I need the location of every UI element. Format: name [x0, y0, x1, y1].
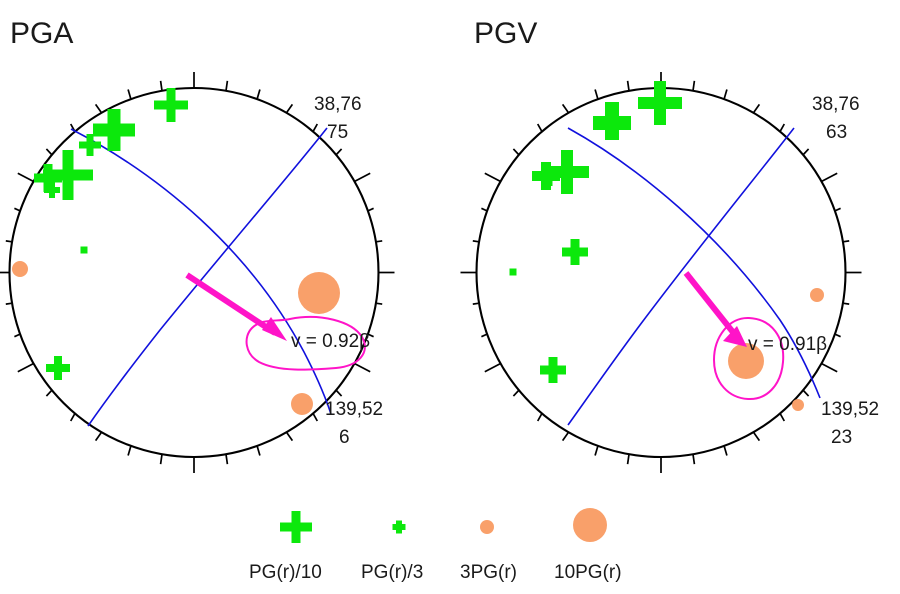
rupture-arrow-shaft-pgv — [683, 271, 739, 338]
rupture-arrow-head-pga — [262, 317, 287, 341]
nodal-plane-1-pgv — [567, 127, 821, 399]
focal-sphere-pga[interactable]: 38,76 75 139,52 6 v = 0.92β — [0, 72, 395, 473]
plane2-strike-dip-label-pga: 139,52 — [325, 399, 383, 420]
legend-label-3: 10PG(r) — [554, 562, 622, 583]
directivity-contour-pgv — [712, 316, 785, 401]
azimuth-ticks-pgv — [460, 72, 862, 473]
plane1-strike-dip-label-pgv: 38,76 — [812, 94, 860, 115]
nodal-plane-2-pga — [87, 127, 328, 427]
rupture-velocity-label-pga: v = 0.92β — [291, 331, 370, 352]
legend-symbol-plus-large — [280, 511, 312, 543]
plane2-rake-label-pgv: 23 — [831, 427, 852, 448]
plane1-strike-dip-label-pga: 38,76 — [314, 94, 362, 115]
directivity-contour-pga — [245, 316, 366, 371]
rupture-arrow-shaft-pga — [185, 272, 277, 336]
legend-symbol-dot-small — [480, 520, 494, 534]
focal-sphere-outline-pgv — [475, 86, 847, 459]
legend-label-0: PG(r)/10 — [249, 562, 322, 583]
panel-title-pga: PGA — [10, 17, 73, 50]
plane1-rake-label-pga: 75 — [327, 122, 348, 143]
legend-label-1: PG(r)/3 — [361, 562, 423, 583]
legend: PG(r)/10 PG(r)/3 3PG(r) 10PG(r) — [249, 508, 622, 583]
panel-title-pgv: PGV — [474, 17, 537, 50]
plane2-rake-label-pga: 6 — [339, 427, 350, 448]
plane2-strike-dip-label-pgv: 139,52 — [821, 399, 879, 420]
rupture-arrow-head-pgv — [723, 326, 747, 347]
nodal-plane-1-pga — [70, 128, 332, 415]
nodal-plane-2-pgv — [567, 127, 795, 426]
legend-symbol-plus-small — [392, 520, 406, 534]
station-markers-pga — [12, 88, 340, 415]
legend-label-2: 3PG(r) — [460, 562, 517, 583]
legend-symbol-dot-large — [573, 508, 607, 542]
azimuth-ticks-pga — [0, 72, 395, 473]
rupture-velocity-label-pgv: v = 0.91β — [748, 334, 827, 355]
station-markers-pgv — [509, 81, 824, 411]
focal-sphere-pgv[interactable]: 38,76 63 139,52 23 v = 0.91β — [460, 72, 880, 473]
plane1-rake-label-pgv: 63 — [826, 122, 847, 143]
